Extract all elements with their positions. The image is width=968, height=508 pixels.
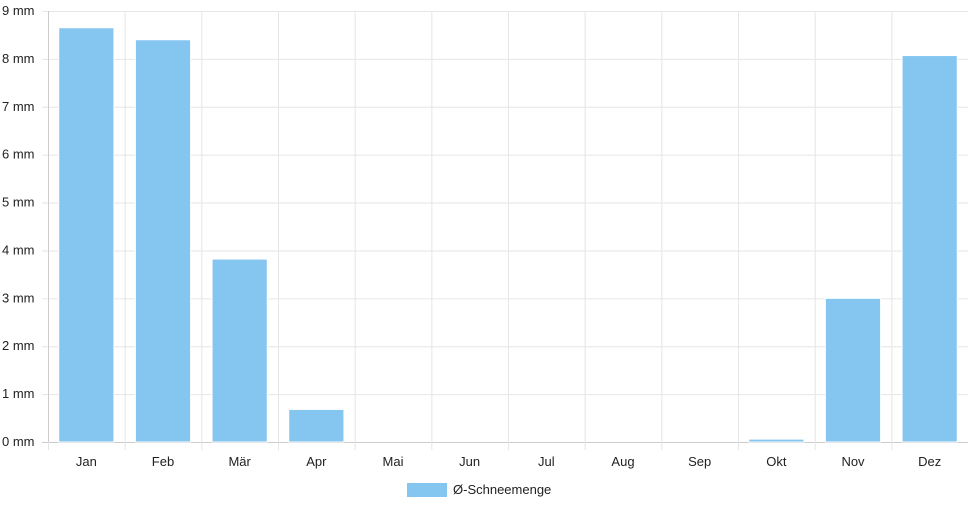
bars	[58, 27, 958, 443]
x-tick-label: Jun	[459, 454, 480, 469]
x-tick-label: Jul	[538, 454, 555, 469]
x-tick-label: Sep	[688, 454, 711, 469]
y-tick-label: 2 mm	[2, 338, 35, 353]
bar[interactable]	[134, 39, 192, 443]
bar[interactable]	[58, 27, 115, 443]
y-tick-label: 5 mm	[2, 195, 35, 210]
bar[interactable]	[211, 258, 268, 443]
y-tick-label: 4 mm	[2, 242, 35, 257]
bar[interactable]	[748, 438, 805, 443]
bar[interactable]	[824, 297, 882, 443]
y-tick-label: 1 mm	[2, 386, 35, 401]
y-tick-label: 3 mm	[2, 290, 35, 305]
grid-lines	[42, 11, 968, 450]
x-tick-label: Feb	[152, 454, 174, 469]
x-tick-label: Mär	[228, 454, 251, 469]
legend-swatch	[407, 483, 447, 497]
x-tick-label: Jan	[76, 454, 97, 469]
y-tick-label: 0 mm	[2, 434, 35, 449]
legend[interactable]: Ø-Schneemenge	[407, 482, 551, 497]
y-tick-label: 6 mm	[2, 147, 35, 162]
bar[interactable]	[288, 408, 345, 443]
x-tick-label: Nov	[841, 454, 865, 469]
legend-label: Ø-Schneemenge	[453, 482, 551, 497]
x-axis: Jan Feb Mär Apr Mai Jun Jul Aug Sep Okt Nov Dez	[76, 454, 941, 469]
bar[interactable]	[901, 55, 958, 443]
y-tick-label: 7 mm	[2, 99, 35, 114]
y-tick-label: 8 mm	[2, 51, 35, 66]
x-tick-label: Apr	[306, 454, 327, 469]
y-tick-label: 9 mm	[2, 3, 35, 18]
y-axis-ticks: 0 mm 1 mm 2 mm 3 mm 4 mm 5 mm 6 mm 7 mm 8 mm 9 mm	[2, 3, 35, 449]
x-tick-label: Mai	[383, 454, 404, 469]
x-tick-label: Dez	[918, 454, 941, 469]
x-tick-label: Aug	[611, 454, 634, 469]
x-tick-label: Okt	[766, 454, 787, 469]
